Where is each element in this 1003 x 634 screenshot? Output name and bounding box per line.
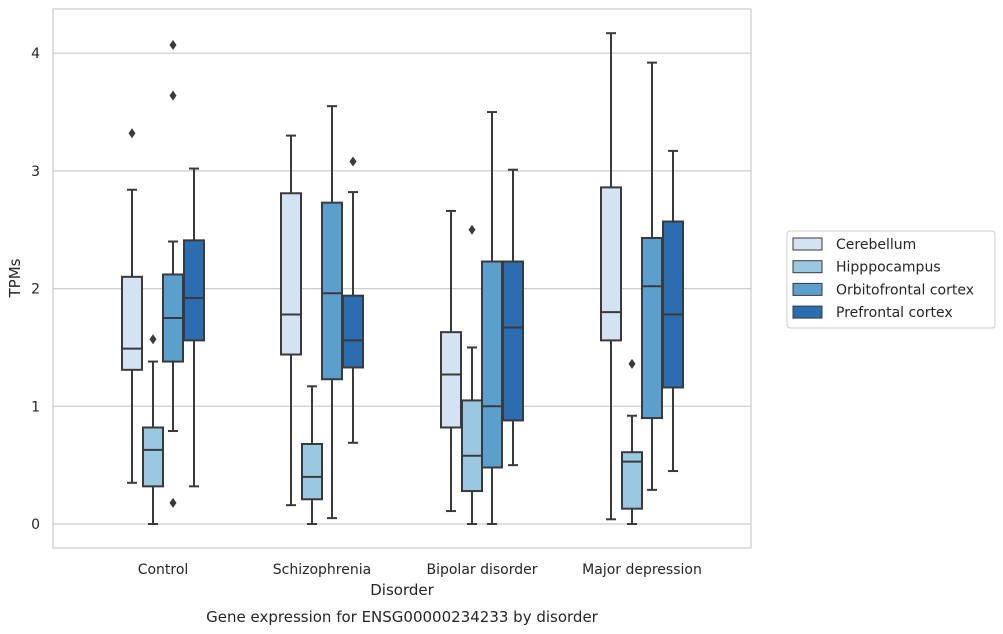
outlier-point <box>468 224 476 235</box>
y-tick-label: 4 <box>31 46 40 62</box>
outlier-point <box>169 497 177 508</box>
box-hipppocampus <box>142 334 164 525</box>
legend-label: Hipppocampus <box>836 260 941 276</box>
y-tick-label: 2 <box>31 282 40 298</box>
box-body <box>502 260 524 422</box>
box-prefrontal-cortex <box>183 167 205 488</box>
box-orbitofrontal-cortex <box>481 111 503 525</box>
y-tick-label: 0 <box>31 517 40 533</box>
outlier-point <box>349 156 357 167</box>
box-body <box>142 426 164 488</box>
legend-frame <box>786 230 996 329</box>
box-body <box>662 220 684 389</box>
legend-swatch <box>792 282 823 296</box>
box-body <box>121 275 143 371</box>
box-body <box>481 260 503 469</box>
box-body <box>280 192 302 356</box>
legend: Cerebellum Hipppocampus Orbitofrontal cort… <box>786 230 996 329</box>
box-body <box>600 186 622 342</box>
legend-label: Cerebellum <box>836 237 916 253</box>
box-body <box>440 331 462 429</box>
box-orbitofrontal-cortex <box>321 105 343 520</box>
box-prefrontal-cortex <box>502 168 524 467</box>
outlier-point <box>149 334 157 345</box>
x-axis-label: Disorder <box>370 581 434 599</box>
x-tick-label: Bipolar disorder <box>426 562 537 578</box>
x-tick-label: Major depression <box>582 562 702 578</box>
legend-label: Orbitofrontal cortex <box>836 282 974 298</box>
y-tick-label: 3 <box>31 164 40 180</box>
box-orbitofrontal-cortex <box>162 39 184 508</box>
box-prefrontal-cortex <box>342 156 364 444</box>
chart-caption: Gene expression for ENSG00000234233 by d… <box>206 608 599 626</box>
box-cerebellum <box>600 32 622 521</box>
outlier-point <box>628 358 636 369</box>
box-cerebellum <box>440 209 462 513</box>
y-tick-labels: 0 1 2 3 4 <box>31 46 40 533</box>
outlier-point <box>128 128 136 139</box>
box-cerebellum <box>121 128 143 484</box>
box-hipppocampus <box>301 385 323 525</box>
x-tick-label: Control <box>138 562 189 578</box>
box-series <box>121 32 684 525</box>
y-tick-label: 1 <box>31 399 40 415</box>
box-body <box>301 442 323 501</box>
box-body <box>183 239 205 342</box>
legend-swatch <box>792 237 823 251</box>
outlier-point <box>169 90 177 101</box>
box-body <box>342 294 364 369</box>
box-cerebellum <box>280 134 302 507</box>
box-body <box>321 201 343 381</box>
legend-label: Prefrontal cortex <box>836 305 953 321</box>
box-body <box>461 399 483 493</box>
box-prefrontal-cortex <box>662 149 684 473</box>
y-axis-label: TPMs <box>6 258 24 298</box>
legend-swatch <box>792 305 823 319</box>
outlier-point <box>169 39 177 50</box>
legend-swatch <box>792 260 823 274</box>
x-tick-label: Schizophrenia <box>273 562 371 578</box>
x-tick-labels: Control Schizophrenia Bipolar disorder Majo… <box>138 562 702 578</box>
box-hipppocampus <box>621 358 643 525</box>
box-body <box>621 451 643 510</box>
box-body <box>641 236 663 420</box>
